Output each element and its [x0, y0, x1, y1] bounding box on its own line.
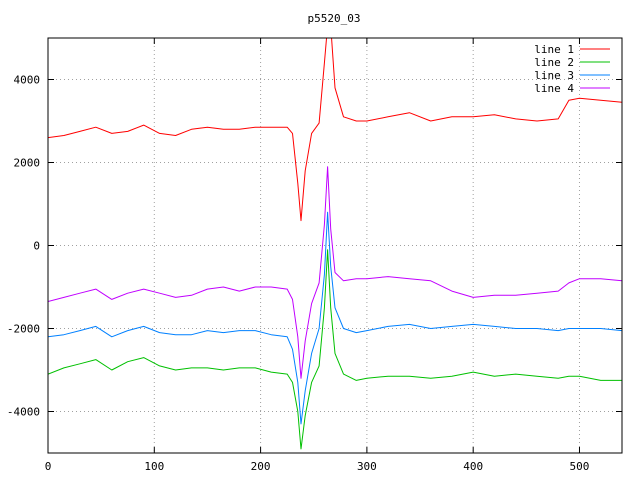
x-tick-label: 300: [357, 460, 377, 473]
x-tick-label: 0: [45, 460, 52, 473]
series-lines: [48, 38, 622, 450]
legend-label-1: line 1: [534, 43, 574, 56]
series-line-4: [48, 166, 622, 379]
y-tick-label: 2000: [14, 157, 41, 170]
x-tick-label: 200: [251, 460, 271, 473]
legend-label-2: line 2: [534, 56, 574, 69]
y-tick-label: 0: [33, 240, 40, 253]
legend-label-3: line 3: [534, 69, 574, 82]
series-line-2: [48, 249, 622, 450]
x-tick-label: 500: [570, 460, 590, 473]
series-line-3: [48, 211, 622, 425]
axis-ticks: 0 100 200 300 400 500 -4000 -2000 0 2000 4000: [7, 38, 622, 473]
x-tick-label: 100: [144, 460, 164, 473]
y-tick-label: -4000: [7, 406, 40, 419]
x-tick-label: 400: [463, 460, 483, 473]
chart-title: p5520_03: [308, 12, 361, 25]
y-tick-label: -2000: [7, 323, 40, 336]
y-tick-label: 4000: [14, 74, 41, 87]
series-line-1: [48, 38, 622, 222]
legend-label-4: line 4: [534, 82, 574, 95]
